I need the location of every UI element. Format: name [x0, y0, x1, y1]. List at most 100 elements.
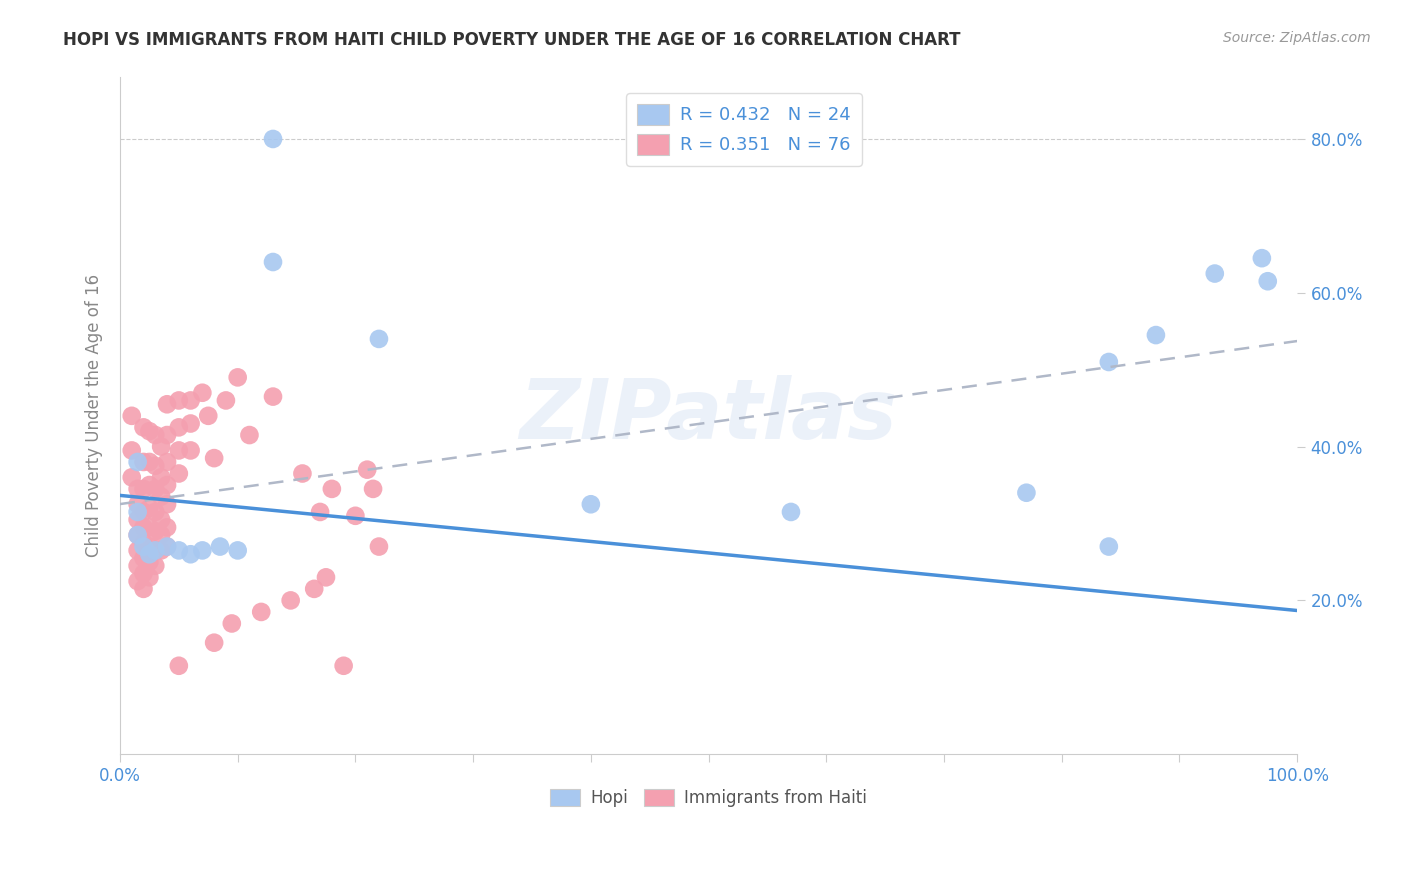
Point [191, 385, 214, 400]
Point [1257, 274, 1279, 288]
Point [1098, 355, 1121, 369]
Point [121, 470, 143, 484]
Point [262, 390, 284, 404]
Point [262, 255, 284, 269]
Point [280, 593, 302, 607]
Point [132, 582, 155, 596]
Point [127, 482, 149, 496]
Point [332, 658, 354, 673]
Point [579, 497, 602, 511]
Point [180, 393, 202, 408]
Point [167, 443, 190, 458]
Point [226, 370, 249, 384]
Point [156, 478, 179, 492]
Point [138, 570, 160, 584]
Point [361, 482, 384, 496]
Point [156, 540, 179, 554]
Point [143, 543, 166, 558]
Point [132, 566, 155, 581]
Point [132, 551, 155, 566]
Point [315, 570, 337, 584]
Point [167, 543, 190, 558]
Point [132, 420, 155, 434]
Point [127, 513, 149, 527]
Point [138, 455, 160, 469]
Text: ZIPatlas: ZIPatlas [520, 376, 897, 457]
Point [132, 482, 155, 496]
Point [1098, 540, 1121, 554]
Point [143, 524, 166, 538]
Point [121, 443, 143, 458]
Point [143, 505, 166, 519]
Point [167, 420, 190, 434]
Point [344, 508, 367, 523]
Point [138, 520, 160, 534]
Point [156, 455, 179, 469]
Point [143, 482, 166, 496]
Point [202, 451, 225, 466]
Point [1015, 485, 1038, 500]
Point [368, 332, 391, 346]
Point [356, 463, 378, 477]
Point [150, 440, 173, 454]
Point [202, 636, 225, 650]
Point [132, 540, 155, 554]
Point [143, 428, 166, 442]
Point [127, 528, 149, 542]
Point [156, 428, 179, 442]
Point [156, 540, 179, 554]
Point [138, 540, 160, 554]
Point [321, 482, 343, 496]
Point [132, 505, 155, 519]
Point [127, 558, 149, 573]
Point [138, 501, 160, 516]
Point [127, 505, 149, 519]
Point [127, 528, 149, 542]
Point [138, 555, 160, 569]
Point [262, 132, 284, 146]
Point [156, 520, 179, 534]
Legend: Hopi, Immigrants from Haiti: Hopi, Immigrants from Haiti [543, 782, 875, 814]
Point [780, 505, 803, 519]
Text: Source: ZipAtlas.com: Source: ZipAtlas.com [1223, 31, 1371, 45]
Point [238, 428, 260, 442]
Point [138, 424, 160, 438]
Point [150, 490, 173, 504]
Point [208, 540, 231, 554]
Point [138, 547, 160, 561]
Point [156, 497, 179, 511]
Point [167, 658, 190, 673]
Point [143, 558, 166, 573]
Point [180, 417, 202, 431]
Point [150, 543, 173, 558]
Point [143, 543, 166, 558]
Point [167, 467, 190, 481]
Point [368, 540, 391, 554]
Point [1144, 328, 1167, 343]
Point [197, 409, 219, 423]
Point [215, 393, 238, 408]
Point [1204, 267, 1226, 281]
Point [291, 467, 314, 481]
Point [132, 520, 155, 534]
Point [127, 455, 149, 469]
Point [132, 455, 155, 469]
Point [138, 478, 160, 492]
Point [150, 528, 173, 542]
Point [221, 616, 243, 631]
Point [127, 497, 149, 511]
Point [180, 443, 202, 458]
Point [121, 409, 143, 423]
Point [127, 543, 149, 558]
Point [250, 605, 273, 619]
Point [180, 547, 202, 561]
Point [302, 582, 325, 596]
Point [127, 574, 149, 589]
Point [226, 543, 249, 558]
Point [1250, 251, 1272, 265]
Point [132, 535, 155, 549]
Point [309, 505, 332, 519]
Point [150, 470, 173, 484]
Point [143, 458, 166, 473]
Point [150, 513, 173, 527]
